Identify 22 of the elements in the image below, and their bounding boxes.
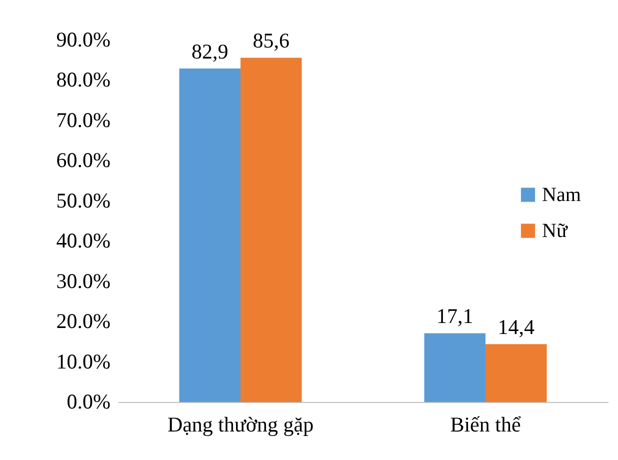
y-tick-label: 90.0% xyxy=(56,28,110,52)
y-tick-label: 60.0% xyxy=(56,148,110,172)
y-tick-label: 30.0% xyxy=(56,268,110,293)
x-tick-label: Biến thể xyxy=(450,412,522,436)
y-tick-label: 0.0% xyxy=(66,390,110,414)
y-tick-label: 40.0% xyxy=(56,228,110,253)
bar xyxy=(240,58,302,402)
y-tick-label: 20.0% xyxy=(56,309,110,334)
data-label: 82,9 xyxy=(192,40,228,64)
y-tick-label: 70.0% xyxy=(56,108,110,132)
legend-label: Nam xyxy=(542,184,582,206)
y-tick-label: 10.0% xyxy=(56,349,110,374)
y-tick-label: 80.0% xyxy=(56,68,110,92)
legend-label: Nữ xyxy=(542,220,568,242)
bar xyxy=(179,68,240,402)
x-tick-label: Dạng thường gặp xyxy=(167,412,314,436)
data-label: 85,6 xyxy=(252,28,290,53)
data-label: 17,1 xyxy=(436,304,474,328)
data-label: 14,4 xyxy=(498,315,535,340)
bar xyxy=(424,333,486,402)
bar xyxy=(486,344,547,402)
y-tick-label: 50.0% xyxy=(56,188,110,212)
